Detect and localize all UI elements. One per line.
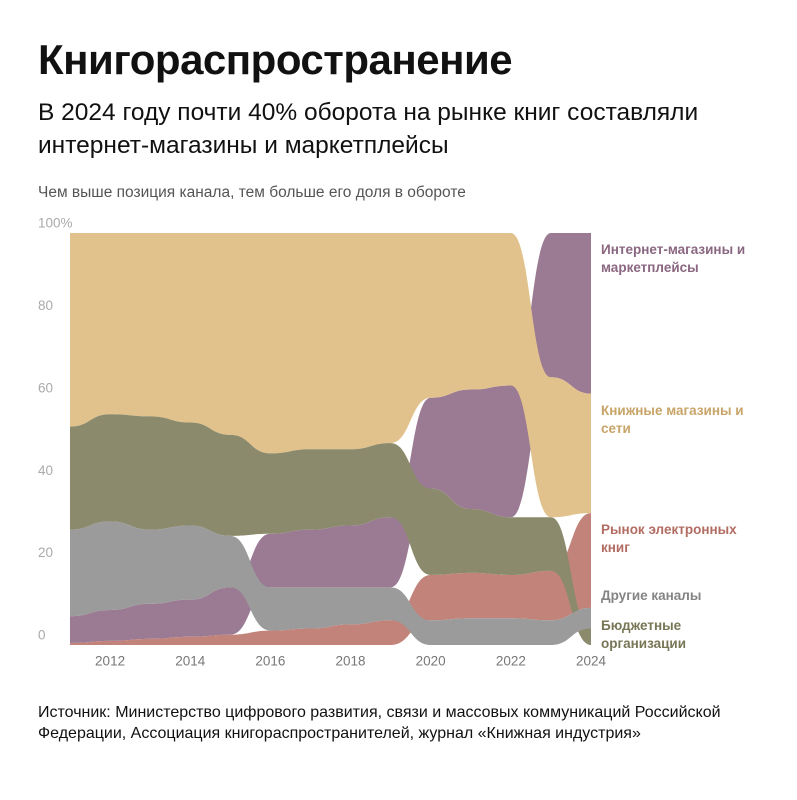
x-tick-label: 2016: [255, 654, 285, 669]
area: [70, 521, 591, 645]
area: [70, 233, 591, 518]
legend-label: Рынок электронных книг: [601, 522, 737, 556]
y-tick-label: 20: [38, 545, 53, 560]
legend-label: Книжные магазины и сети: [601, 402, 744, 436]
source: Источник: Министерство цифрового развити…: [38, 704, 721, 742]
x-tick-label: 2022: [496, 654, 526, 669]
area: [70, 513, 591, 645]
y-tick-label: 40: [38, 463, 53, 478]
x-tick-label: 2014: [175, 654, 206, 669]
x-tick-label: 2018: [336, 654, 366, 669]
x-tick-label: 2020: [416, 654, 446, 669]
area: [70, 414, 591, 645]
chart-subtitle: В 2024 году почти 40% оборота на рынке к…: [38, 99, 699, 159]
area: [70, 233, 591, 643]
y-tick-label: 0: [38, 628, 46, 643]
legend-label: Интернет-магазины и маркетплейсы: [601, 242, 746, 275]
y-tick-label: 80: [38, 298, 53, 313]
chart-note: Чем выше позиция канала, тем больше его …: [38, 184, 466, 201]
x-tick-label: 2012: [95, 654, 125, 669]
chart-title: Книгораспространение: [38, 36, 513, 83]
x-tick-label: 2024: [576, 654, 607, 669]
y-tick-label: 60: [38, 380, 53, 395]
legend-label: Бюджетные организации: [601, 618, 687, 651]
legend-label: Другие каналы: [601, 588, 702, 603]
y-tick-label: 100%: [38, 216, 73, 231]
